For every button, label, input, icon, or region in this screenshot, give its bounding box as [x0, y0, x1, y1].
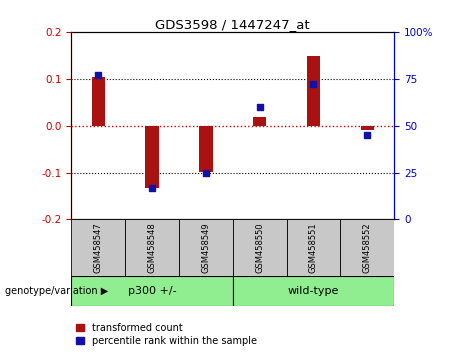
Title: GDS3598 / 1447247_at: GDS3598 / 1447247_at: [155, 18, 310, 31]
FancyBboxPatch shape: [287, 219, 340, 276]
FancyBboxPatch shape: [125, 219, 179, 276]
FancyBboxPatch shape: [340, 219, 394, 276]
Bar: [361, 126, 374, 130]
Point: [310, 81, 317, 87]
Text: GSM458551: GSM458551: [309, 222, 318, 273]
Point: [95, 72, 102, 78]
Text: wild-type: wild-type: [288, 286, 339, 296]
Bar: [145, 126, 159, 188]
Text: genotype/variation ▶: genotype/variation ▶: [5, 286, 108, 296]
Point: [256, 104, 263, 110]
Bar: [307, 56, 320, 126]
Legend: transformed count, percentile rank within the sample: transformed count, percentile rank withi…: [77, 323, 257, 346]
Bar: [199, 126, 213, 172]
FancyBboxPatch shape: [233, 276, 394, 306]
Bar: [92, 78, 105, 126]
Text: GSM458548: GSM458548: [148, 222, 157, 273]
Point: [364, 132, 371, 138]
Bar: [253, 117, 266, 126]
FancyBboxPatch shape: [71, 276, 233, 306]
Text: GSM458549: GSM458549: [201, 222, 210, 273]
FancyBboxPatch shape: [179, 219, 233, 276]
FancyBboxPatch shape: [233, 219, 287, 276]
Text: p300 +/-: p300 +/-: [128, 286, 177, 296]
Point: [148, 185, 156, 190]
Text: GSM458550: GSM458550: [255, 222, 264, 273]
Text: GSM458552: GSM458552: [363, 222, 372, 273]
Point: [202, 170, 210, 176]
FancyBboxPatch shape: [71, 219, 125, 276]
Text: GSM458547: GSM458547: [94, 222, 103, 273]
